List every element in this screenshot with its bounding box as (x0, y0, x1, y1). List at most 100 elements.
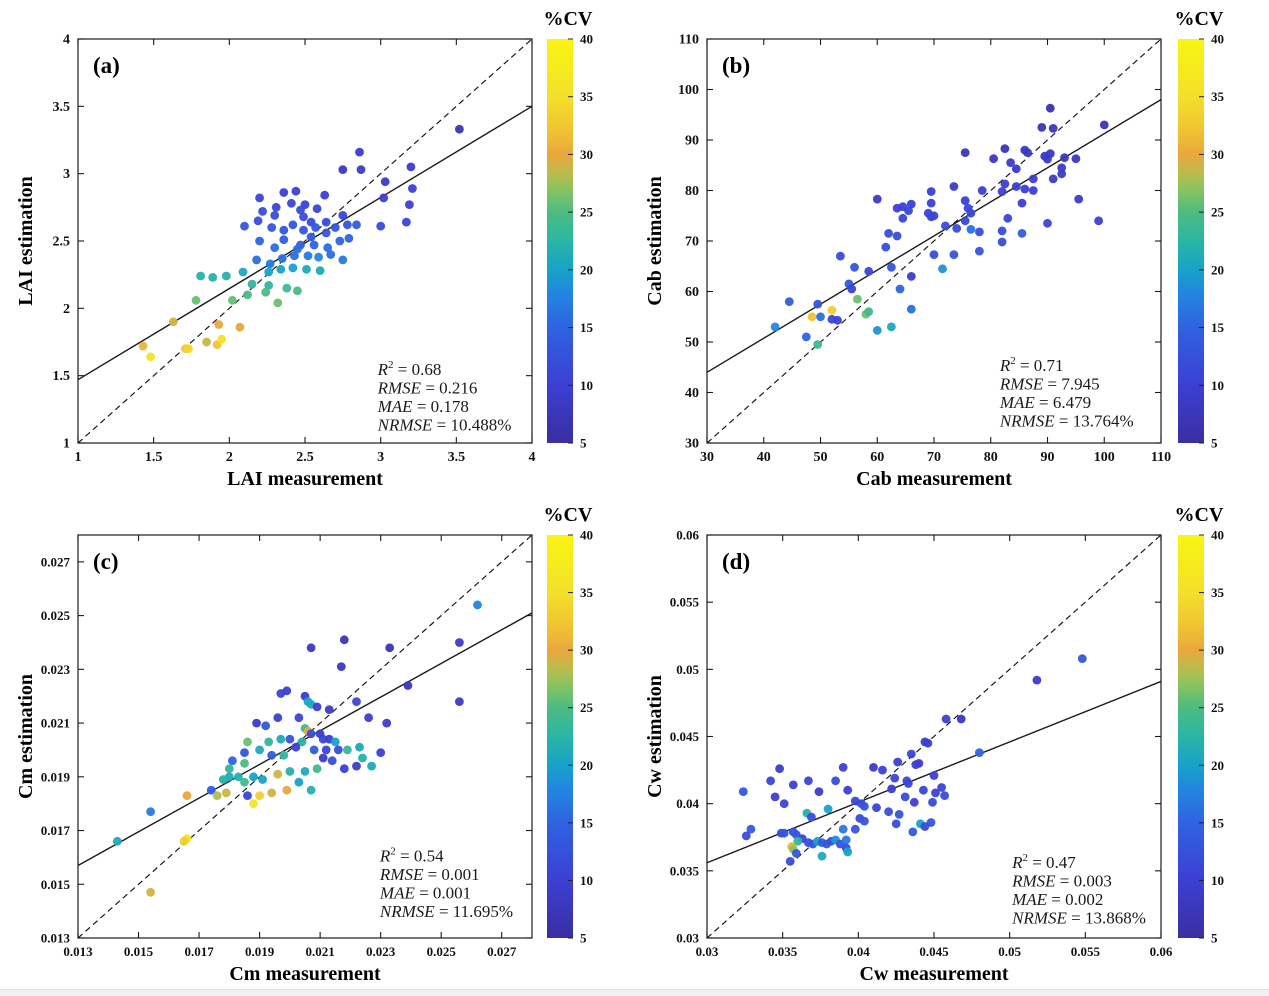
data-point (1043, 218, 1052, 228)
data-point (966, 208, 976, 218)
data-point (911, 760, 921, 770)
data-point (271, 202, 281, 212)
data-point (903, 779, 913, 788)
y-tick-label: 1.5 (53, 369, 71, 384)
data-point (1099, 120, 1109, 130)
data-point (403, 681, 413, 690)
data-point (218, 775, 228, 784)
stats-line: MAE = 6.479 (999, 393, 1091, 412)
data-point (261, 287, 271, 297)
colorbar-tick-label: 35 (1211, 585, 1225, 600)
colorbar-tick-label: 30 (1211, 147, 1224, 162)
data-point (1000, 179, 1010, 189)
colorbar-tick-label: 20 (1211, 262, 1224, 277)
data-point (243, 290, 252, 300)
data-point (279, 188, 289, 197)
data-point (243, 737, 252, 747)
colorbar-title: %CV (544, 504, 593, 526)
fit-line (77, 105, 533, 381)
data-point (807, 312, 817, 322)
x-tick-label: 0.05 (998, 944, 1021, 959)
data-point (309, 745, 319, 755)
data-point (255, 745, 264, 755)
data-point (860, 816, 869, 826)
data-point (977, 186, 987, 195)
colorbar: 5 10 15 20 25 30 35 40 %CV (1175, 504, 1225, 946)
data-point (884, 807, 893, 817)
stats-line: MAE = 0.001 (379, 883, 471, 902)
data-point (212, 791, 222, 800)
stats-line: NRMSE = 13.868% (1011, 908, 1146, 927)
data-point (339, 635, 349, 645)
data-point (279, 225, 289, 235)
data-point (338, 255, 348, 265)
data-point (293, 244, 302, 254)
data-point (791, 849, 801, 858)
y-tick-label: 2 (63, 302, 70, 317)
data-point (214, 320, 224, 329)
y-tick-label: 0.017 (41, 823, 71, 838)
data-point (288, 220, 298, 230)
stats-line: R2 = 0.54 (379, 845, 444, 865)
colorbar-tick-label: 35 (1211, 89, 1225, 104)
colorbar-tick-label: 40 (580, 528, 593, 543)
colorbar-title: %CV (544, 8, 593, 30)
data-point (801, 332, 811, 342)
colorbar-tick-label: 5 (580, 436, 587, 451)
x-axis-label: LAI measurement (227, 468, 383, 490)
x-tick-label: 0.017 (184, 944, 214, 959)
data-point (891, 819, 901, 829)
colorbar-tick-label: 20 (580, 262, 593, 277)
y-tick-label: 0.025 (41, 608, 71, 623)
data-point (224, 764, 234, 774)
data-point (455, 124, 464, 134)
data-point (343, 220, 352, 230)
data-point (1043, 154, 1052, 164)
x-tick-label: 0.045 (919, 944, 949, 959)
stats-line: NRMSE = 10.488% (377, 416, 512, 435)
data-point (321, 217, 331, 227)
data-point (267, 223, 277, 232)
data-point (1000, 144, 1010, 154)
x-tick-label: 110 (1151, 450, 1171, 465)
data-point (929, 771, 939, 780)
data-point (243, 791, 252, 800)
scatter-points (112, 600, 482, 897)
data-point (836, 251, 845, 261)
x-tick-label: 0.027 (487, 944, 517, 959)
data-point (294, 777, 304, 787)
data-point (255, 791, 264, 800)
data-point (335, 236, 345, 246)
x-axis-label: Cab measurement (856, 468, 1012, 490)
y-axis-label: Cw estimation (644, 675, 666, 798)
data-point (270, 211, 280, 220)
data-point (179, 836, 189, 846)
data-point (252, 255, 261, 265)
identity-line (77, 38, 533, 444)
y-axis-label: LAI estimation (15, 176, 37, 305)
data-point (249, 772, 258, 782)
data-point (323, 243, 333, 253)
data-point (785, 857, 795, 866)
data-point (906, 304, 916, 314)
stats-line: R2 = 0.71 (999, 355, 1064, 375)
data-point (1057, 169, 1067, 179)
data-point (406, 162, 416, 172)
data-point (881, 242, 891, 252)
data-point (306, 232, 316, 242)
data-point (240, 748, 249, 757)
data-point (960, 216, 970, 226)
y-tick-label: 30 (685, 437, 699, 452)
data-point (813, 340, 823, 349)
data-point (309, 240, 319, 250)
data-point (931, 788, 940, 798)
data-point (321, 228, 331, 238)
stats-line: RMSE = 0.003 (1011, 871, 1112, 890)
data-point (887, 262, 896, 272)
data-point (1060, 153, 1069, 163)
data-point (282, 283, 292, 293)
data-point (306, 785, 316, 795)
data-point (324, 705, 334, 714)
